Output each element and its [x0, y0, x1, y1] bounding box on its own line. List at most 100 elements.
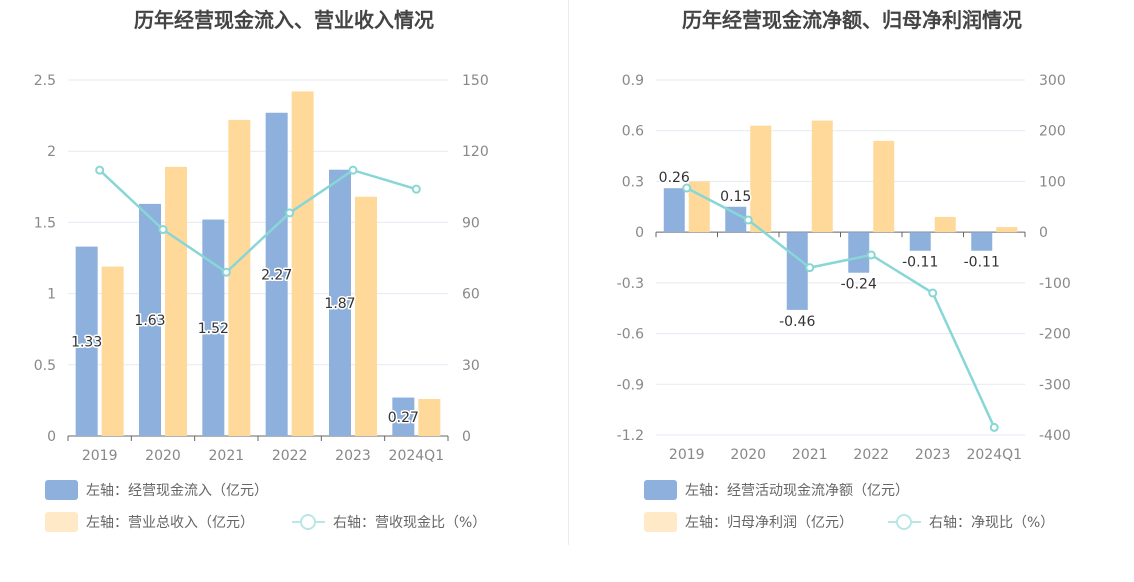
panel-divider [568, 0, 569, 545]
right-axis-tick-label: -300 [1039, 377, 1071, 393]
left-axis-tick-label: 0.9 [622, 73, 644, 89]
net-cash-flow-net-profit-chart: -1.2 -0.9 -0.6 -0.3 0 0.3 0.6 0.9 -400 -300 -200 -1… [617, 73, 1071, 463]
ratio-line [686, 186, 996, 428]
right-axis-tick-label: 300 [1039, 73, 1066, 89]
legend-swatch [644, 512, 677, 532]
ratio-point [411, 184, 421, 194]
left-chart-panel: 历年经营现金流入、营业收入情况 0 0.5 1 1.5 2 2.5 0 30 60 90 120 15… [34, 8, 489, 532]
ratio-point [158, 225, 168, 235]
bar-primary [392, 397, 415, 436]
right-axis-tick-label: -100 [1039, 276, 1071, 292]
left-axis-tick-label: 0.5 [34, 358, 56, 374]
bar-primary [75, 246, 98, 436]
right-axis-tick-label: 60 [462, 287, 480, 303]
ratio-point [682, 183, 692, 193]
x-axis-tick-label: 2021 [209, 448, 245, 464]
right-axis-tick-label: 0 [462, 429, 471, 445]
bar-primary [329, 169, 351, 436]
ratio-point [348, 165, 358, 175]
bar-primary [725, 206, 747, 233]
left-axis-tick-label: -0.6 [617, 327, 644, 343]
right-axis-tick-label: 30 [462, 358, 480, 374]
data-label: -0.11 [964, 255, 1000, 271]
bar-primary [848, 232, 870, 273]
x-axis-tick-label: 2023 [915, 447, 951, 463]
left-axis-tick-label: 2 [47, 144, 56, 160]
bar-primary [786, 232, 808, 310]
left-axis-tick-label: -0.3 [617, 276, 644, 292]
data-label: 1.63 [134, 313, 165, 329]
data-label: 2.27 [261, 267, 292, 283]
x-axis-tick-label: 2019 [669, 447, 705, 463]
x-axis-tick-label: 2022 [272, 448, 308, 464]
left-axis-tick-label: 0.6 [622, 124, 644, 140]
bar-secondary [355, 196, 377, 436]
right-axis-tick-label: 120 [462, 144, 489, 160]
legend-label: 左轴：归母净利润（亿元） [685, 515, 853, 531]
ratio-point [95, 165, 105, 175]
legend-revenue-cash-ratio[interactable]: 右轴：营收现金比（%） [292, 512, 486, 532]
data-label: -0.46 [779, 314, 815, 330]
legend-operating-cash-inflow[interactable]: 左轴：经营现金流入（亿元） [45, 480, 268, 500]
data-label: -0.11 [902, 255, 938, 271]
x-axis-tick-label: 2020 [730, 447, 766, 463]
bar-secondary [165, 166, 187, 436]
left-axis-tick-label: 0 [635, 225, 644, 241]
left-axis-tick-label: 2.5 [34, 73, 56, 89]
left-axis-tick-label: 1.5 [34, 215, 56, 231]
ratio-line [98, 168, 417, 274]
legend-total-revenue[interactable]: 左轴：营业总收入（亿元） [45, 512, 254, 532]
bar-secondary [750, 125, 772, 233]
bar-primary [202, 219, 225, 436]
legend-swatch [644, 480, 677, 500]
bar-primary [909, 232, 931, 251]
bar-primary [265, 112, 288, 436]
legend-line-swatch [292, 512, 325, 532]
right-axis-tick-label: 150 [462, 73, 489, 89]
left-axis-tick-label: 0.3 [622, 174, 644, 190]
bar-primary [139, 203, 161, 436]
ratio-point [805, 263, 815, 273]
right-axis-tick-label: -400 [1039, 428, 1071, 444]
right-axis-tick-label: 200 [1039, 124, 1066, 140]
cash-inflow-revenue-chart: 0 0.5 1 1.5 2 2.5 0 30 60 90 120 150 2019 2020 2021 202… [34, 73, 489, 464]
x-axis-tick-label: 2019 [82, 448, 118, 464]
bar-secondary [418, 398, 441, 436]
legend-label: 左轴：经营活动现金流净额（亿元） [685, 483, 909, 499]
data-label: 0.15 [720, 189, 751, 205]
data-label: -0.24 [841, 277, 877, 293]
legend-line-swatch [888, 512, 921, 532]
bar-primary [663, 188, 685, 233]
legend-label: 右轴：营收现金比（%） [333, 515, 487, 531]
legend-label: 左轴：营业总收入（亿元） [86, 515, 254, 531]
data-label: 0.27 [388, 410, 419, 426]
x-axis-tick-label: 2020 [145, 448, 181, 464]
bar-secondary [873, 140, 895, 233]
data-label: 0.26 [659, 170, 690, 186]
left-axis-tick-label: -1.2 [617, 428, 644, 444]
x-axis-tick-label: 2023 [335, 448, 371, 464]
legend-label: 右轴：净现比（%） [929, 515, 1055, 531]
ratio-point [866, 250, 876, 260]
left-axis-tick-label: 0 [47, 429, 56, 445]
x-axis-tick-label: 2022 [853, 447, 889, 463]
bar-secondary [101, 266, 124, 436]
legend-swatch [45, 480, 78, 500]
right-axis-tick-label: 0 [1039, 225, 1048, 241]
chart-title: 历年经营现金流净额、归母净利润情况 [682, 8, 1022, 32]
data-label: 1.33 [71, 334, 102, 350]
ratio-point [221, 267, 231, 277]
bar-secondary [291, 91, 314, 436]
legend-net-cash-ratio[interactable]: 右轴：净现比（%） [888, 512, 1054, 532]
right-axis-tick-label: 90 [462, 215, 480, 231]
left-axis-tick-label: 1 [47, 287, 56, 303]
bar-secondary [688, 181, 710, 233]
ratio-point [989, 422, 999, 432]
bar-secondary [996, 227, 1018, 233]
x-axis-tick-label: 2024Q1 [966, 447, 1022, 463]
chart-title: 历年经营现金流入、营业收入情况 [134, 8, 434, 32]
legend-net-profit[interactable]: 左轴：归母净利润（亿元） [644, 512, 853, 532]
x-axis-tick-label: 2021 [792, 447, 828, 463]
legend-net-operating-cash-flow[interactable]: 左轴：经营活动现金流净额（亿元） [644, 480, 909, 500]
legend-label: 左轴：经营现金流入（亿元） [86, 483, 268, 499]
